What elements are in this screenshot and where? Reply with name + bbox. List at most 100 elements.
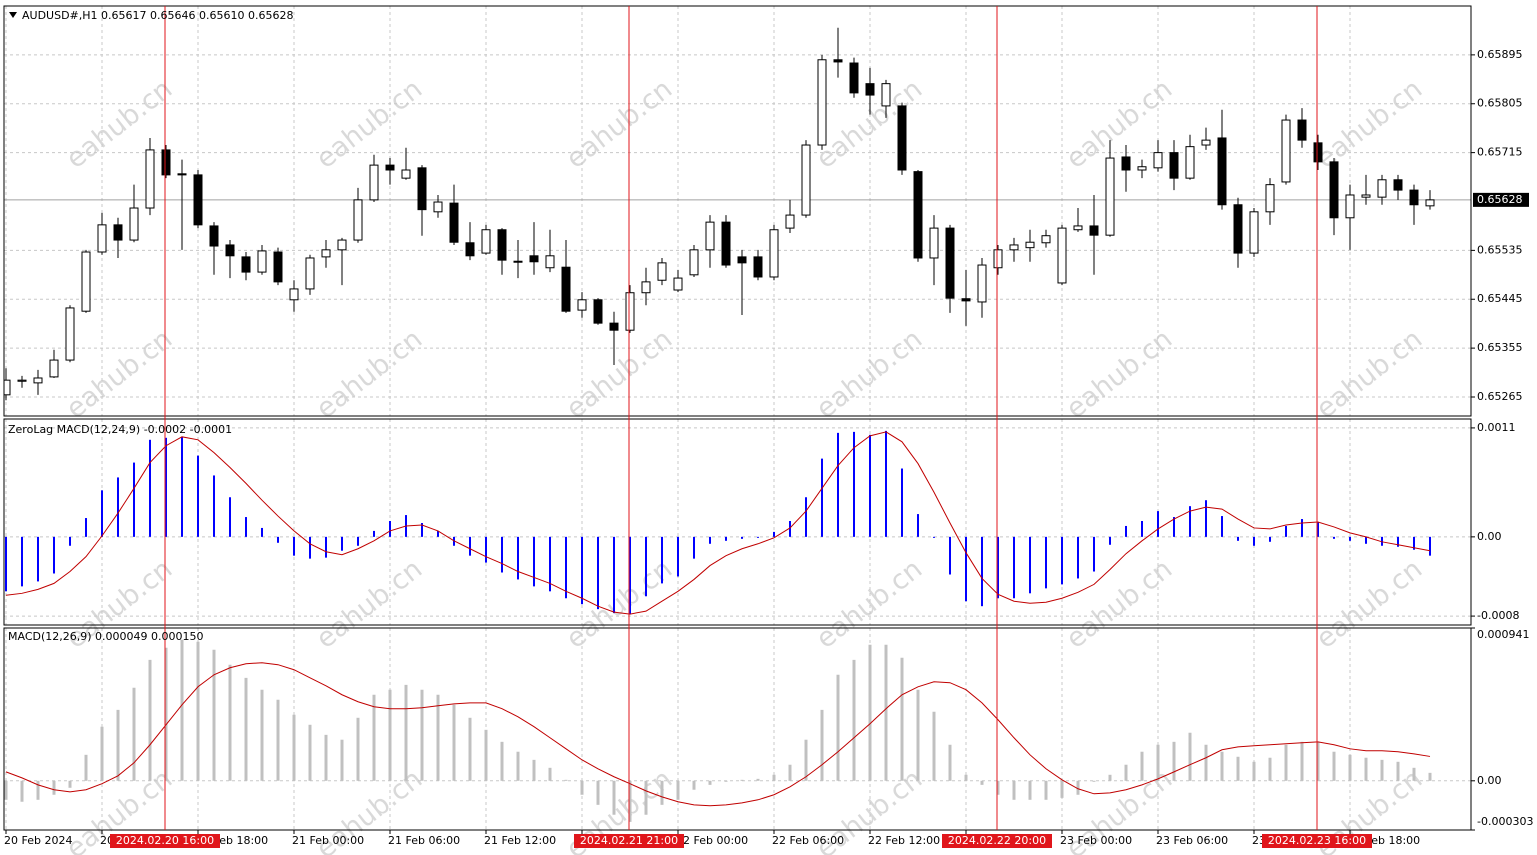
candle-body bbox=[1249, 211, 1259, 254]
candle-body bbox=[17, 379, 27, 382]
marker-label: 2024.02.23 16:00 bbox=[1268, 834, 1366, 847]
candle-body bbox=[561, 266, 571, 312]
candle-body bbox=[33, 377, 43, 384]
candle-body bbox=[209, 225, 219, 247]
candle-body bbox=[129, 207, 139, 241]
candle-body bbox=[241, 256, 251, 273]
y-tick-label: 0.0011 bbox=[1477, 421, 1516, 434]
candle-body bbox=[1233, 204, 1243, 254]
candle-body bbox=[289, 288, 299, 301]
candle-body bbox=[1057, 227, 1067, 284]
candle-body bbox=[4, 379, 11, 396]
indicator bbox=[4, 639, 1432, 822]
marker-label-bg bbox=[942, 834, 1052, 848]
candle-body bbox=[1153, 152, 1163, 169]
marker-label-bg bbox=[1262, 834, 1372, 848]
candle-body bbox=[657, 262, 667, 281]
candle-body bbox=[545, 255, 555, 269]
candle-body bbox=[1025, 241, 1035, 249]
candle-body bbox=[1361, 194, 1371, 198]
candle-body bbox=[1089, 225, 1099, 236]
candle-body bbox=[849, 62, 859, 94]
candle-body bbox=[625, 292, 635, 331]
y-tick-label: 0.65445 bbox=[1477, 292, 1523, 305]
y-tick-label: 0.65895 bbox=[1477, 48, 1523, 61]
candle-body bbox=[1409, 189, 1419, 206]
candle-body bbox=[753, 256, 763, 278]
price-label-bg bbox=[1473, 192, 1529, 207]
candle-body bbox=[305, 257, 315, 290]
candle-body bbox=[65, 307, 75, 361]
candle-body bbox=[1425, 199, 1435, 207]
candle-body bbox=[417, 167, 427, 211]
candle-body bbox=[465, 242, 475, 257]
candle-body bbox=[609, 322, 619, 331]
candle-body bbox=[801, 144, 811, 216]
candle-body bbox=[481, 229, 491, 254]
candle-body bbox=[1345, 194, 1355, 219]
menu-triangle bbox=[9, 12, 17, 18]
y-tick-label: 0.65355 bbox=[1477, 341, 1523, 354]
candle-body bbox=[673, 277, 683, 291]
candle-body bbox=[449, 202, 459, 243]
candle-body bbox=[817, 59, 827, 146]
candle-body bbox=[1009, 244, 1019, 251]
candle-body bbox=[961, 298, 971, 302]
candle-body bbox=[977, 264, 987, 303]
candle-body bbox=[689, 249, 699, 276]
price-label: 0.65628 bbox=[1477, 193, 1523, 206]
candle-body bbox=[1185, 146, 1195, 179]
candle-body bbox=[913, 171, 923, 259]
y-tick-label: 0.65535 bbox=[1477, 243, 1523, 256]
x-tick-label: 21 Feb 06:00 bbox=[388, 834, 460, 847]
candle-body bbox=[1073, 225, 1083, 231]
candle-body bbox=[1265, 184, 1275, 213]
candle-body bbox=[737, 256, 747, 264]
y-tick-label: 0.65805 bbox=[1477, 97, 1523, 110]
x-tick-label: 21 Feb 00:00 bbox=[292, 834, 364, 847]
candle-body bbox=[257, 250, 267, 273]
candle-body bbox=[1393, 179, 1403, 191]
candle-body bbox=[145, 149, 155, 209]
candle-body bbox=[529, 255, 539, 263]
y-tick-label: 0.65715 bbox=[1477, 146, 1523, 159]
candle-body bbox=[369, 164, 379, 201]
candle-body bbox=[385, 164, 395, 171]
y-tick-label: 0.00 bbox=[1477, 774, 1502, 787]
candles bbox=[4, 27, 1471, 401]
candle-body bbox=[401, 169, 411, 179]
y-tick-label: 0.00 bbox=[1477, 530, 1502, 543]
candle-body bbox=[273, 251, 283, 283]
candle-body bbox=[1201, 139, 1211, 146]
x-tick-label: 22 Feb 00:00 bbox=[676, 834, 748, 847]
candle-body bbox=[1377, 179, 1387, 198]
candle-body bbox=[945, 227, 955, 299]
candle-body bbox=[225, 244, 235, 257]
candle-body bbox=[97, 224, 107, 253]
candle-body bbox=[721, 221, 731, 266]
panel-frame bbox=[3, 5, 1472, 417]
panel-frame bbox=[3, 418, 1472, 626]
candle-body bbox=[1169, 152, 1179, 179]
candle-body bbox=[113, 224, 123, 241]
candle-body bbox=[433, 201, 443, 213]
candle-body bbox=[1217, 137, 1227, 206]
candle-body bbox=[513, 260, 523, 263]
candle-body bbox=[1281, 119, 1291, 183]
x-tick-label: 22 Feb 06:00 bbox=[772, 834, 844, 847]
marker-label-bg bbox=[110, 834, 220, 848]
x-tick-label: 23 Feb 06:00 bbox=[1156, 834, 1228, 847]
candle-body bbox=[1121, 156, 1131, 171]
candle-body bbox=[833, 59, 843, 63]
marker-label: 2024.02.20 16:00 bbox=[116, 834, 214, 847]
indicator-title: MACD(12,26,9) 0.000049 0.000150 bbox=[8, 630, 204, 643]
candle-body bbox=[993, 249, 1003, 269]
x-tick-label: 21 Feb 12:00 bbox=[484, 834, 556, 847]
y-tick-label: 0.000941 bbox=[1477, 628, 1530, 641]
candle-body bbox=[177, 173, 187, 176]
candle-body bbox=[881, 83, 891, 107]
candle-body bbox=[577, 299, 587, 311]
candle-body bbox=[497, 229, 507, 261]
candle-body bbox=[353, 199, 363, 241]
